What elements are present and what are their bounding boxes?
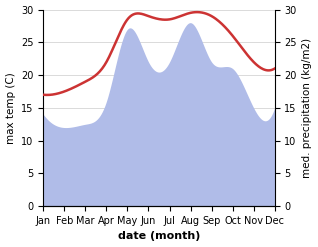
Y-axis label: max temp (C): max temp (C)	[5, 72, 16, 144]
X-axis label: date (month): date (month)	[118, 231, 200, 242]
Y-axis label: med. precipitation (kg/m2): med. precipitation (kg/m2)	[302, 38, 313, 178]
